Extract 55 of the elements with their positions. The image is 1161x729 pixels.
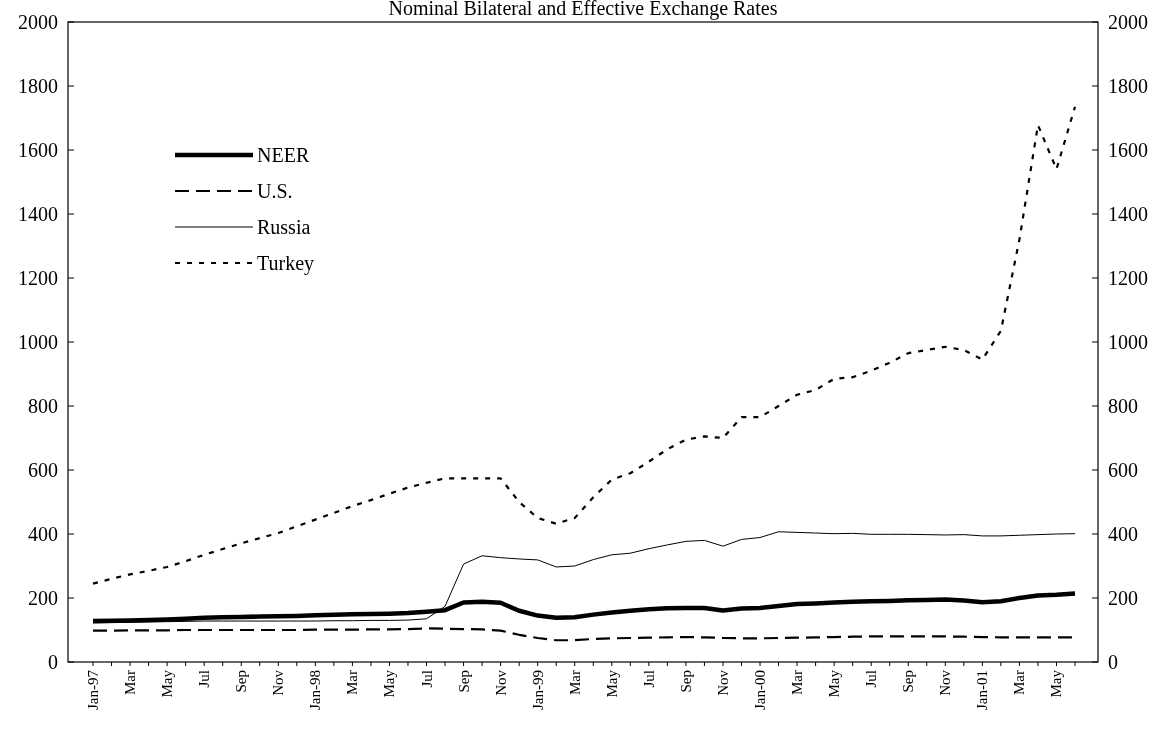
y2-tick-label: 1000 — [1108, 331, 1148, 353]
x-tick-label: May — [826, 669, 843, 698]
x-tick-label: Sep — [455, 670, 472, 693]
y-tick-label: 1400 — [18, 203, 58, 225]
x-tick-label: Mar — [344, 670, 361, 695]
y-tick-label: 200 — [28, 587, 58, 609]
x-tick-label: Nov — [714, 669, 731, 696]
y2-tick-label: 0 — [1108, 651, 1118, 673]
x-tick-label: Jul — [863, 670, 880, 688]
x-tick-label: Sep — [900, 670, 917, 693]
x-tick-label: May — [1048, 669, 1065, 698]
x-tick-label: Jan-99 — [529, 670, 546, 710]
x-tick-label: May — [159, 669, 176, 698]
y2-tick-label: 1800 — [1108, 75, 1148, 97]
y-tick-label: 0 — [48, 651, 58, 673]
x-tick-label: May — [381, 669, 398, 698]
y-tick-label: 400 — [28, 523, 58, 545]
y2-tick-label: 600 — [1108, 459, 1138, 481]
y2-tick-label: 200 — [1108, 587, 1138, 609]
x-tick-label: Nov — [270, 669, 287, 696]
x-tick-label: Mar — [789, 670, 806, 695]
x-tick-label: Sep — [233, 670, 250, 693]
x-tick-label: Nov — [937, 669, 954, 696]
x-tick-label: Sep — [677, 670, 694, 693]
y-tick-label: 2000 — [18, 11, 58, 33]
x-tick-label: Jan-01 — [974, 670, 991, 710]
y2-tick-label: 800 — [1108, 395, 1138, 417]
legend-label: Russia — [257, 216, 311, 238]
line-series — [91, 105, 1077, 585]
x-tick-label: Jan-97 — [85, 669, 101, 710]
x-tick-label: May — [603, 669, 620, 698]
y-tick-label: 1800 — [18, 75, 58, 97]
x-tick-label: Mar — [122, 670, 139, 695]
y-tick-label: 1200 — [18, 267, 58, 289]
y2-tick-label: 1400 — [1108, 203, 1148, 225]
x-tick-label: Jul — [196, 670, 213, 688]
y2-tick-label: 400 — [1108, 523, 1138, 545]
y-tick-label: 600 — [28, 459, 58, 481]
y-tick-label: 1600 — [18, 139, 58, 161]
y-tick-label: 1000 — [18, 331, 58, 353]
x-tick-label: Jan-98 — [307, 670, 324, 710]
x-tick-label: Jul — [418, 670, 435, 688]
legend-label: Turkey — [257, 252, 315, 275]
x-tick-label: Mar — [1011, 670, 1028, 695]
legend-label: NEER — [257, 144, 310, 166]
x-tick-label: Jul — [640, 670, 657, 688]
y2-tick-label: 1600 — [1108, 139, 1148, 161]
y2-tick-label: 2000 — [1108, 11, 1148, 33]
x-tick-label: Mar — [566, 670, 583, 695]
x-tick-label: Nov — [492, 669, 509, 696]
y-tick-label: 800 — [28, 395, 58, 417]
y2-tick-label: 1200 — [1108, 267, 1148, 289]
x-tick-label: Jan-00 — [752, 670, 769, 710]
legend-label: U.S. — [257, 180, 293, 202]
chart-title: Nominal Bilateral and Effective Exchange Rates — [388, 0, 778, 20]
